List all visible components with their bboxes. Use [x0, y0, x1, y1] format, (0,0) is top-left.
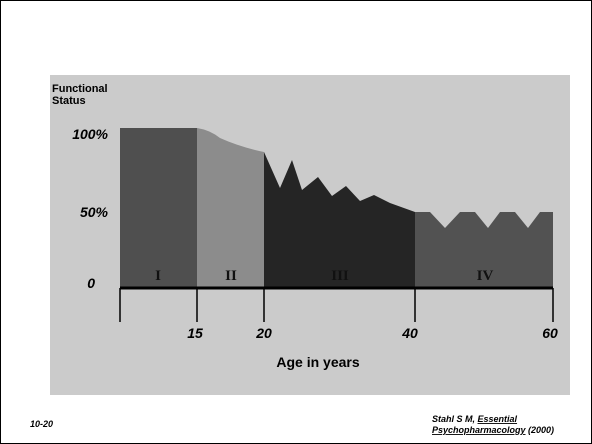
stage-iv-area [415, 212, 553, 288]
stage-i-area [120, 128, 197, 288]
stage-label: IV [477, 268, 494, 284]
citation-title: Essential [478, 414, 518, 424]
y-label: 50% [80, 204, 109, 220]
x-label: 60 [542, 325, 558, 341]
citation: Stahl S M, Essential [432, 414, 518, 424]
y-title: Status [52, 95, 86, 107]
citation-year: (2000) [526, 425, 555, 435]
x-label: 20 [255, 325, 272, 341]
x-title: Age in years [276, 354, 359, 370]
y-label: 0 [87, 275, 95, 291]
stage-label: I [155, 268, 161, 284]
citation-author: Stahl S M, [432, 414, 478, 424]
y-label: 100% [72, 126, 108, 142]
stage-iii-area [264, 152, 415, 288]
slide-number: 10-20 [30, 419, 53, 429]
stage-ii-area [197, 128, 264, 288]
citation: Psychopharmacology (2000) [432, 425, 554, 435]
stage-label: II [225, 268, 237, 284]
y-title: Functional [52, 83, 108, 95]
x-label: 40 [401, 325, 418, 341]
stage-label: III [331, 268, 349, 284]
citation-title: Psychopharmacology [432, 425, 527, 435]
x-label: 15 [187, 325, 203, 341]
x-ticks [119, 288, 554, 322]
